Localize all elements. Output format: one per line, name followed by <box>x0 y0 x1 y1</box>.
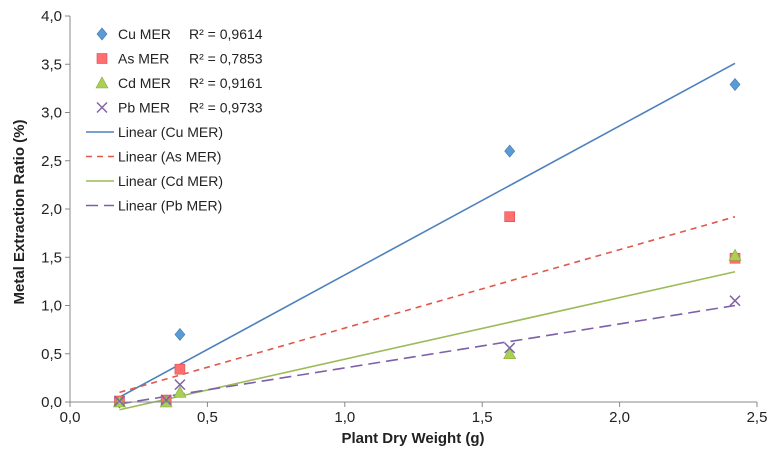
legend-trendline-label: Linear (Cu MER) <box>118 124 223 140</box>
data-point-3-0 <box>113 395 125 407</box>
data-point-3-4 <box>729 295 741 307</box>
legend-series-label: Pb MER <box>118 100 170 116</box>
legend-marker-1 <box>96 53 108 64</box>
trendlines-layer <box>119 62 736 411</box>
legend-series-label: Cd MER <box>118 75 171 91</box>
trendline-2 <box>119 270 736 411</box>
x-tick-label: 2,5 <box>747 409 768 426</box>
data-point-3-2 <box>174 379 186 391</box>
y-tick-label: 1,0 <box>41 298 62 315</box>
legend-r2-label: R² = 0,7853 <box>189 51 263 67</box>
y-tick-label: 1,5 <box>41 249 62 266</box>
x-axis-title: Plant Dry Weight (g) <box>341 430 484 447</box>
trendline-1 <box>119 215 736 394</box>
y-axis-title: Metal Extraction Ratio (%) <box>11 119 28 304</box>
y-tick-label: 0,5 <box>41 346 62 363</box>
data-point-3-1 <box>160 394 172 406</box>
x-tick-label: 2,0 <box>609 409 630 426</box>
x-tick-label: 1,5 <box>472 409 493 426</box>
x-tick-label: 0,0 <box>60 409 81 426</box>
trendline-3 <box>119 304 736 405</box>
data-point-1-2 <box>174 363 186 375</box>
data-point-2-4 <box>728 248 742 261</box>
data-point-0-4 <box>729 78 741 91</box>
y-tick-label: 2,0 <box>41 201 62 218</box>
legend-trendline-label: Linear (Pb MER) <box>118 198 222 214</box>
legend-trendline-label: Linear (As MER) <box>118 149 221 165</box>
data-point-3-3 <box>504 342 516 354</box>
y-tick-label: 2,5 <box>41 153 62 170</box>
y-tick-label: 3,5 <box>41 56 62 73</box>
legend-r2-label: R² = 0,9161 <box>189 75 263 91</box>
y-tick-label: 4,0 <box>41 8 62 25</box>
legend-series-label: As MER <box>118 51 169 67</box>
legend-series-label: Cu MER <box>118 26 171 42</box>
y-tick-label: 3,0 <box>41 105 62 122</box>
x-tick-label: 0,5 <box>197 409 218 426</box>
data-point-2-2 <box>173 385 187 398</box>
legend-r2-label: R² = 0,9733 <box>189 100 263 116</box>
data-point-0-3 <box>504 144 516 158</box>
axes-layer: 0,0 0,5 1,0 1,5 2,0 2,5 3,0 3,5 4,0 0,0 0,5 1,0 1,5 2… <box>41 8 767 426</box>
legend-r2-label: R² = 0,9614 <box>189 26 263 42</box>
legend-trendline-label: Linear (Cd MER) <box>118 173 223 189</box>
data-point-2-3 <box>503 347 517 360</box>
legend: Cu MER R² = 0,9614 As MER R² = 0,7853 Cd MER… <box>86 26 263 214</box>
data-point-1-3 <box>504 211 515 223</box>
x-tick-label: 1,0 <box>334 409 355 426</box>
points-layer <box>112 78 742 409</box>
y-tick-label: 0,0 <box>41 394 62 411</box>
legend-marker-2 <box>95 76 109 89</box>
data-point-0-2 <box>174 327 186 341</box>
legend-marker-0 <box>96 27 108 41</box>
legend-marker-3 <box>96 101 108 114</box>
trendline-0 <box>119 62 736 398</box>
